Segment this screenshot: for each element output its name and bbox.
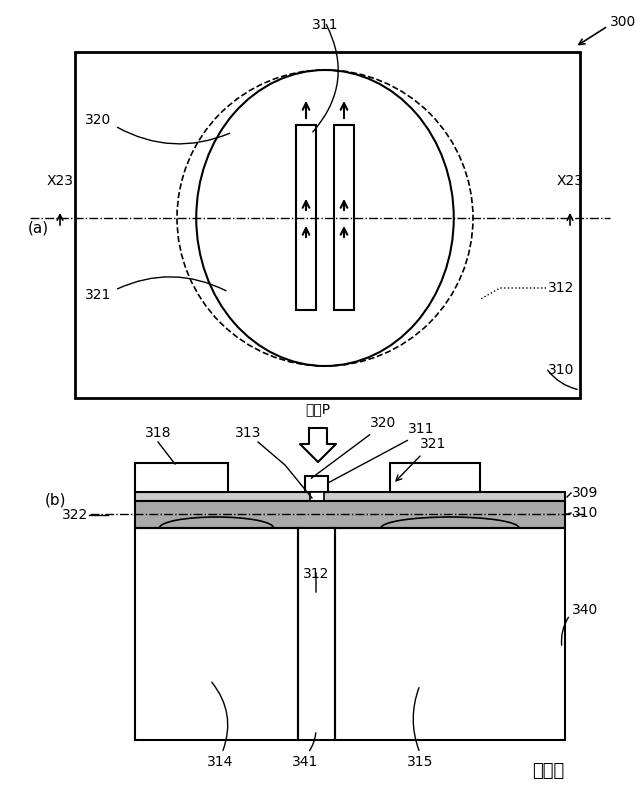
Text: 341: 341 (292, 755, 318, 769)
Text: X23: X23 (557, 174, 584, 188)
Text: 311: 311 (312, 18, 339, 32)
Text: 309: 309 (572, 486, 598, 500)
Text: 321: 321 (85, 288, 111, 302)
Text: 340: 340 (572, 603, 598, 617)
Bar (390, 463, 480, 492)
Text: 300: 300 (610, 15, 636, 29)
Bar (335, 528, 565, 740)
Bar (296, 125, 316, 310)
Text: 312: 312 (548, 281, 574, 295)
Bar (310, 492, 324, 505)
Text: 311: 311 (408, 422, 435, 436)
Bar (334, 125, 354, 310)
Text: 312: 312 (303, 567, 329, 581)
Text: 314: 314 (207, 755, 233, 769)
Text: 320: 320 (370, 416, 396, 430)
Text: 315: 315 (407, 755, 433, 769)
Text: 圧力P: 圧力P (305, 402, 331, 416)
Bar (75, 52, 580, 398)
Bar (305, 476, 328, 492)
Text: 321: 321 (420, 437, 446, 451)
Bar (135, 492, 565, 501)
Text: 313: 313 (235, 426, 261, 440)
Text: 322: 322 (61, 508, 88, 522)
Text: 310: 310 (572, 506, 598, 520)
Text: X23: X23 (47, 174, 74, 188)
Text: (b): (b) (44, 493, 66, 508)
Text: 310: 310 (548, 363, 574, 377)
Text: (a): (a) (28, 221, 49, 236)
Text: 図２３: 図２３ (532, 762, 564, 780)
Text: 320: 320 (85, 113, 111, 127)
Bar (135, 528, 298, 740)
Bar (298, 528, 335, 740)
Text: 318: 318 (145, 426, 172, 440)
Bar (135, 463, 228, 492)
Bar (135, 501, 565, 528)
